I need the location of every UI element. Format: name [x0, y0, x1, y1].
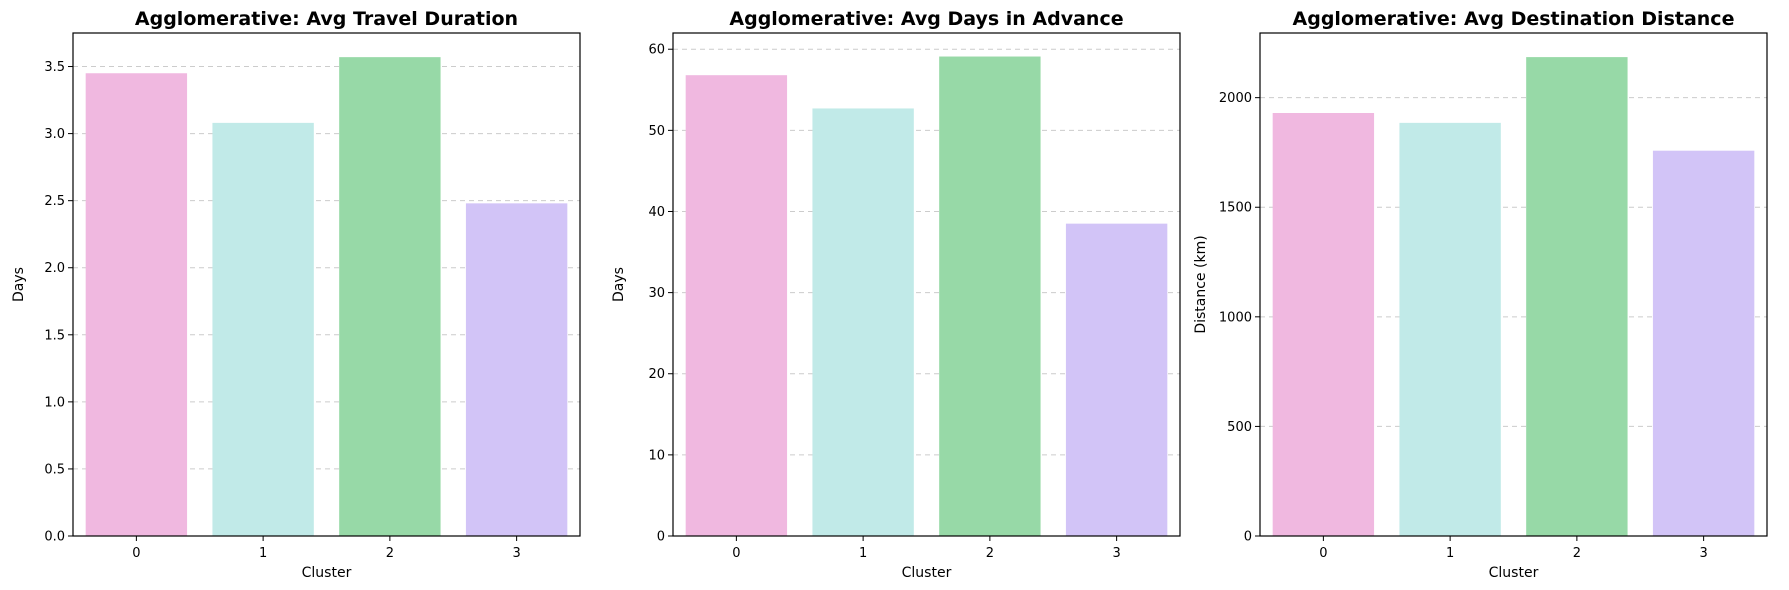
- x-tick-label: 2: [386, 546, 394, 561]
- x-tick-label: 3: [1699, 546, 1707, 561]
- y-tick-label: 50: [648, 124, 665, 139]
- y-tick-label: 0: [1244, 530, 1252, 545]
- bar-cluster-2: [939, 56, 1041, 537]
- chart-title: Agglomerative: Avg Travel Duration: [135, 8, 518, 30]
- bar-cluster-2: [1526, 57, 1628, 536]
- bar-cluster-1: [212, 122, 314, 537]
- y-tick-label: 20: [648, 367, 665, 382]
- bar-cluster-3: [1652, 150, 1755, 536]
- x-tick-label: 3: [1112, 546, 1120, 561]
- chart-title: Agglomerative: Avg Days in Advance: [729, 8, 1123, 30]
- y-tick-label: 60: [648, 43, 665, 58]
- y-tick-label: 2.5: [44, 194, 65, 209]
- y-tick-label: 1500: [1219, 201, 1252, 216]
- bar-cluster-1: [812, 108, 914, 536]
- y-tick-label: 1.0: [44, 395, 65, 410]
- bar-cluster-2: [339, 57, 441, 536]
- y-tick-label: 10: [648, 448, 665, 463]
- y-tick-label: 500: [1227, 420, 1252, 435]
- plot-frame: [1259, 32, 1768, 537]
- x-tick-label: 3: [512, 546, 520, 561]
- chart-panel-days-in-advance: 0 10 20 30 40 50 60 0 1 2 3 Agglomerative: Avg Days…: [611, 8, 1181, 581]
- y-tick-label: 30: [648, 286, 665, 301]
- x-tick-label: 0: [132, 546, 140, 561]
- chart-panel-destination-distance: 0 500 1000 1500 2000 0 1 2 3 Agglomerative: Avg D…: [1193, 8, 1768, 581]
- bar-cluster-0: [85, 73, 188, 537]
- y-axis-label: Days: [11, 267, 27, 302]
- chart-title: Agglomerative: Avg Destination Distance: [1293, 8, 1735, 30]
- y-tick-label: 1.5: [44, 328, 65, 343]
- y-tick-label: 3.5: [44, 60, 65, 75]
- x-axis-label: Cluster: [302, 565, 352, 581]
- x-tick-label: 2: [1573, 546, 1581, 561]
- bar-cluster-1: [1399, 122, 1501, 536]
- plot-frame: [672, 32, 1181, 537]
- y-tick-label: 0.0: [44, 530, 65, 545]
- y-axis-label: Days: [611, 267, 627, 302]
- x-axis-label: Cluster: [1489, 565, 1539, 581]
- plot-frame: [72, 32, 581, 537]
- y-axis-label: Distance (km): [1193, 235, 1209, 333]
- bar-cluster-3: [465, 203, 568, 536]
- bar-cluster-3: [1065, 223, 1168, 536]
- y-tick-label: 40: [648, 205, 665, 220]
- y-tick-label: 3.0: [44, 127, 65, 142]
- y-tick-label: 0: [657, 530, 665, 545]
- y-tick-label: 2000: [1219, 91, 1252, 106]
- y-tick-label: 1000: [1219, 310, 1252, 325]
- x-tick-label: 2: [986, 546, 994, 561]
- y-tick-label: 0.5: [44, 462, 65, 477]
- x-tick-label: 0: [732, 546, 740, 561]
- y-tick-label: 2.0: [44, 261, 65, 276]
- bar-cluster-0: [1272, 112, 1375, 537]
- x-tick-label: 1: [259, 546, 267, 561]
- x-axis-label: Cluster: [902, 565, 952, 581]
- chart-panel-travel-duration: 0.0 0.5 1.0 1.5 2.0 2.5 3.0 3.5 0 1 2 3 Agglomerativ…: [11, 8, 581, 581]
- bar-cluster-0: [685, 75, 788, 536]
- x-tick-label: 0: [1319, 546, 1327, 561]
- x-tick-label: 1: [1446, 546, 1454, 561]
- x-tick-label: 1: [859, 546, 867, 561]
